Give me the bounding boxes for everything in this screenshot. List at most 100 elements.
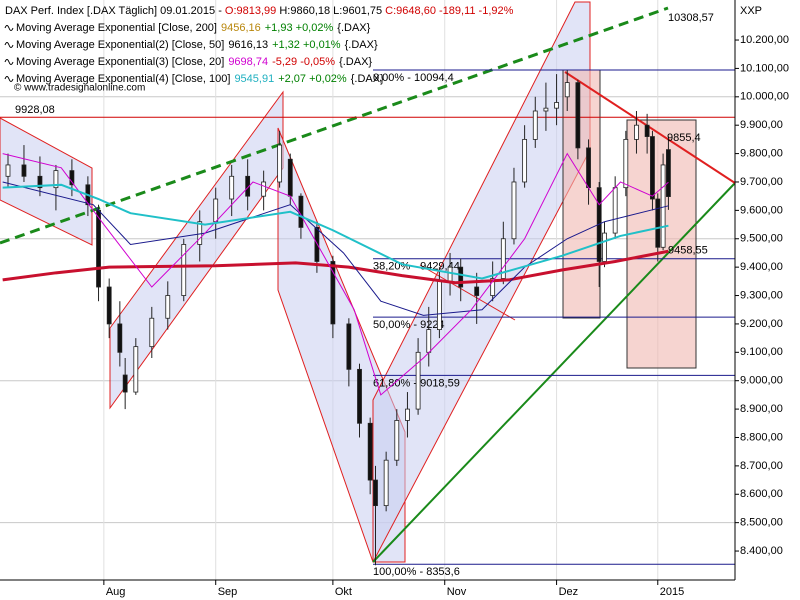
y-tick-label: 8.800,00	[740, 431, 783, 443]
candle-body	[261, 181, 267, 197]
y-tick-label: 9.800,00	[740, 147, 783, 159]
candle-body	[197, 221, 203, 245]
x-tick-label: Sep	[218, 586, 238, 598]
y-tick-label: 10.200,00	[740, 34, 789, 46]
plot: 9928,080,00% - 10094,438,20% - 9429,4450…	[0, 12, 735, 578]
legend-value: 9698,74	[228, 56, 268, 68]
candle-body	[117, 323, 123, 353]
legend-value: 9616,13	[228, 39, 268, 51]
candle-body	[367, 422, 373, 481]
legend-suffix: {.DAX}	[337, 22, 370, 34]
candle-body	[586, 147, 591, 189]
candle-body	[602, 232, 607, 262]
ema-line	[2, 181, 669, 316]
candle-body	[287, 158, 293, 197]
y-tick-label: 9.900,00	[740, 119, 783, 131]
candle-body	[511, 181, 517, 240]
candle-body	[415, 351, 421, 410]
header-part: C:9648,60 -189,11 -1,92%	[385, 5, 513, 17]
candle-body	[612, 187, 618, 234]
y-tick-label: 9.100,00	[740, 346, 783, 358]
y-tick-label: 9.000,00	[740, 375, 783, 387]
x-tick-label: 2015	[660, 586, 684, 598]
candle-body	[394, 420, 400, 461]
y-tick-label: 8.400,00	[740, 545, 783, 557]
annotation: 9458,55	[668, 244, 708, 256]
level-label: 50,00% - 9224	[373, 319, 445, 331]
y-tick-label: 9.200,00	[740, 318, 783, 330]
header-part: DAX Perf. Index [.DAX Täglich] 09.01.201…	[5, 5, 225, 17]
x-tick-label: Nov	[447, 586, 467, 598]
candle-body	[426, 329, 432, 353]
candle-body	[122, 374, 128, 393]
candle-body	[373, 479, 378, 507]
candle-body	[383, 459, 389, 507]
y-tick-label: 9.500,00	[740, 233, 783, 245]
candle-body	[650, 136, 655, 200]
x-tick-label: Okt	[335, 586, 352, 598]
channel-line	[419, 264, 516, 321]
y-tick-label: 8.600,00	[740, 488, 783, 500]
header-part: H:9860,18 L:9601,75	[276, 5, 385, 17]
candle-body	[106, 286, 112, 325]
legend-change: +2,07 +0,02%	[278, 73, 347, 85]
candle-body	[405, 408, 410, 421]
trend-line	[564, 71, 736, 184]
source: © www.tradesignalonline.com	[14, 83, 145, 94]
trend-line	[372, 182, 736, 563]
level-label: 0,00% - 10094,4	[373, 72, 454, 84]
candle-body	[564, 82, 570, 98]
legend-suffix: {.DAX}	[345, 39, 378, 51]
ema-line	[2, 152, 669, 396]
candle-body	[490, 278, 496, 296]
candle-body	[165, 295, 171, 319]
candle-body	[543, 107, 549, 112]
header-part: O:9813,99	[225, 5, 276, 17]
candle-body	[5, 164, 11, 177]
y-tick-label: 9.700,00	[740, 176, 783, 188]
legend-entry: Moving Average Exponential [Close, 200] 9…	[16, 22, 371, 34]
candle-body	[447, 266, 453, 282]
candle-body	[666, 149, 671, 197]
candle-body	[149, 317, 155, 348]
candle-body	[660, 164, 666, 248]
legend-suffix: {.DAX}	[339, 56, 372, 68]
candle-body	[229, 175, 235, 200]
legend-icon	[4, 76, 14, 82]
y-axis-label: XXP	[740, 5, 762, 17]
y-tick-label: 9.300,00	[740, 289, 783, 301]
candle-body	[53, 170, 59, 189]
legend-entry: Moving Average Exponential(4) [Close, 10…	[16, 73, 384, 85]
legend-value: 9456,16	[221, 22, 261, 34]
candle-body	[634, 124, 639, 140]
candle-body	[532, 110, 538, 140]
legend-value: 9545,91	[234, 73, 274, 85]
y-tick-label: 8.900,00	[740, 403, 783, 415]
candle-body	[133, 346, 139, 393]
legend-header: DAX Perf. Index [.DAX Täglich] 09.01.201…	[5, 5, 514, 17]
candle-body	[213, 198, 219, 223]
range-box	[562, 69, 601, 319]
candle-body	[37, 175, 43, 189]
legend: DAX Perf. Index [.DAX Täglich] 09.01.201…	[4, 5, 514, 85]
legend-icon	[4, 25, 14, 31]
candle-body	[474, 286, 480, 296]
candle-body	[655, 198, 661, 248]
y-tick-label: 10.100,00	[740, 62, 789, 74]
candle-body	[554, 102, 559, 109]
candle-body	[21, 164, 27, 177]
ema-line	[2, 249, 669, 285]
legend-icon	[4, 42, 14, 48]
candle-body	[330, 261, 336, 325]
level-label: 100,00% - 8353,6	[373, 566, 460, 578]
legend-change: +1,93 +0,02%	[265, 22, 334, 34]
candle-body	[346, 323, 352, 370]
candle-body	[181, 244, 187, 296]
candle-body	[500, 238, 506, 279]
y-tick-label: 9.600,00	[740, 204, 783, 216]
legend-suffix: {.DAX}	[351, 73, 384, 85]
x-tick-label: Aug	[106, 586, 126, 598]
y-tick-label: 8.700,00	[740, 460, 783, 472]
candle-body	[96, 209, 101, 288]
